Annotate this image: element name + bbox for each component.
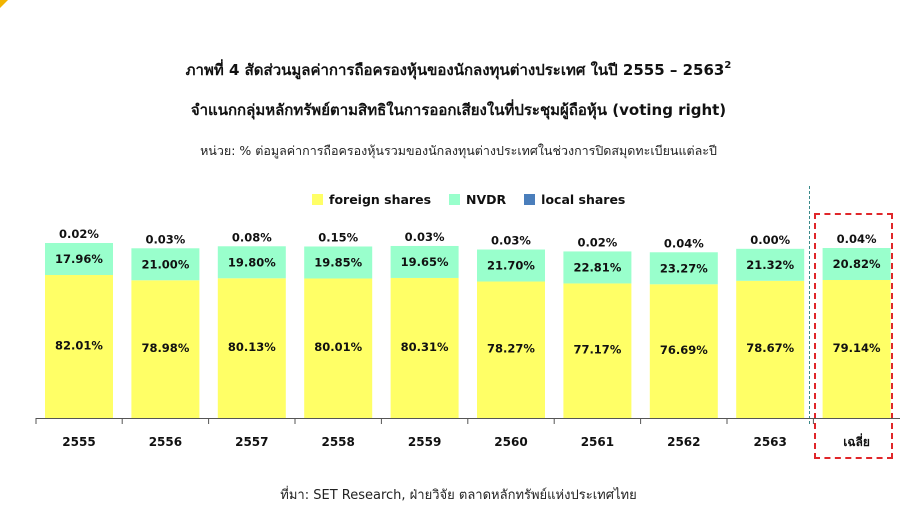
x-tick-label-2561: 2561 — [581, 435, 614, 449]
bar-foreign-2561 — [563, 283, 632, 418]
data-label-local-2563: 0.00% — [750, 233, 790, 247]
data-label-local-2560: 0.03% — [491, 234, 531, 248]
data-label-foreign-เฉลี่ย: 79.14% — [833, 341, 881, 355]
legend-swatch-foreign — [312, 194, 323, 205]
unit-note: หน่วย: % ต่อมูลค่าการถือครองหุ้นรวมของนั… — [200, 143, 717, 158]
bar-foreign-2559 — [390, 277, 459, 418]
bar-foreign-2562 — [649, 284, 718, 418]
data-label-nvdr-2559: 19.65% — [401, 255, 449, 269]
data-label-foreign-2563: 78.67% — [746, 341, 794, 355]
bar-nvdr-2560 — [477, 249, 545, 282]
x-tick-label-2555: 2555 — [62, 435, 95, 449]
data-label-nvdr-2557: 19.80% — [228, 255, 276, 269]
data-label-local-2558: 0.15% — [318, 230, 358, 244]
bar-foreign-2560 — [477, 281, 545, 418]
legend-item-nvdr: NVDR — [449, 192, 506, 207]
x-tick-label-เฉลี่ย: เฉลี่ย — [843, 433, 870, 449]
data-label-foreign-2558: 80.01% — [314, 340, 362, 354]
bar-nvdr-2563 — [736, 248, 805, 281]
bar-nvdr-2557 — [217, 246, 286, 279]
data-label-foreign-2562: 76.69% — [660, 343, 708, 357]
bar-foreign-2556 — [131, 280, 200, 418]
average-highlight-box — [814, 213, 893, 459]
data-label-foreign-2560: 78.27% — [487, 341, 535, 355]
source-note: ที่มา: SET Research, ฝ่ายวิจัย ตลาดหลักท… — [280, 488, 637, 503]
data-label-foreign-2555: 82.01% — [55, 338, 103, 352]
data-label-nvdr-2561: 22.81% — [573, 260, 621, 274]
legend-label-foreign: foreign shares — [329, 192, 432, 207]
data-label-foreign-2556: 78.98% — [141, 341, 189, 355]
bar-nvdr-2559 — [390, 245, 459, 278]
data-label-nvdr-2563: 21.32% — [746, 258, 794, 272]
data-label-local-2562: 0.04% — [664, 236, 704, 250]
average-separator-line — [809, 186, 810, 424]
chart-legend: foreign shares NVDR local shares — [312, 192, 625, 207]
corner-accent — [0, 0, 8, 8]
bar-nvdr-เฉลี่ย — [822, 248, 891, 281]
chart-title-line2: จำแนกกลุ่มหลักทรัพย์ตามสิทธิในการออกเสีย… — [190, 101, 727, 119]
data-label-nvdr-2558: 19.85% — [314, 255, 362, 269]
bar-nvdr-2562 — [649, 252, 718, 285]
data-label-local-2557: 0.08% — [232, 230, 272, 244]
data-label-nvdr-2560: 21.70% — [487, 259, 535, 273]
x-tick-label-2559: 2559 — [408, 435, 441, 449]
data-label-nvdr-2562: 23.27% — [660, 261, 708, 275]
x-tick-label-2556: 2556 — [149, 435, 182, 449]
legend-item-local: local shares — [524, 192, 625, 207]
data-label-local-2559: 0.03% — [405, 230, 445, 244]
chart-title-line1: ภาพที่ 4 สัดส่วนมูลค่าการถือครองหุ้นของน… — [0, 58, 917, 82]
bar-nvdr-2555 — [45, 243, 113, 275]
bar-foreign-2563 — [736, 280, 805, 418]
bar-foreign-2555 — [45, 275, 113, 418]
data-label-local-เฉลี่ย: 0.04% — [837, 232, 877, 246]
legend-label-local: local shares — [541, 192, 626, 207]
data-label-nvdr-เฉลี่ย: 20.82% — [833, 257, 881, 271]
bar-nvdr-2558 — [304, 246, 373, 279]
data-label-foreign-2557: 80.13% — [228, 340, 276, 354]
data-label-nvdr-2555: 17.96% — [55, 252, 103, 266]
legend-label-nvdr: NVDR — [466, 192, 507, 207]
data-label-foreign-2561: 77.17% — [573, 342, 621, 356]
x-tick-label-2562: 2562 — [667, 435, 700, 449]
title-footnote-marker: 2 — [724, 60, 732, 71]
legend-swatch-nvdr — [449, 194, 461, 205]
x-tick-label-2558: 2558 — [321, 435, 354, 449]
data-label-local-2561: 0.02% — [577, 235, 617, 249]
x-tick-label-2563: 2563 — [753, 435, 786, 449]
bar-nvdr-2561 — [563, 251, 632, 284]
data-label-local-2555: 0.02% — [59, 227, 99, 241]
bar-nvdr-2556 — [131, 248, 200, 281]
bar-foreign-เฉลี่ย — [822, 280, 891, 418]
x-tick-label-2557: 2557 — [235, 435, 268, 449]
data-label-nvdr-2556: 21.00% — [141, 257, 189, 271]
title-line1-text: ภาพที่ 4 สัดส่วนมูลค่าการถือครองหุ้นของน… — [185, 61, 725, 79]
bar-foreign-2557 — [217, 278, 286, 418]
data-label-foreign-2559: 80.31% — [401, 340, 449, 354]
data-label-local-2556: 0.03% — [145, 232, 185, 246]
legend-swatch-local — [524, 194, 536, 205]
bar-foreign-2558 — [304, 278, 373, 418]
x-tick-label-2560: 2560 — [494, 435, 527, 449]
legend-item-foreign: foreign shares — [312, 192, 431, 207]
